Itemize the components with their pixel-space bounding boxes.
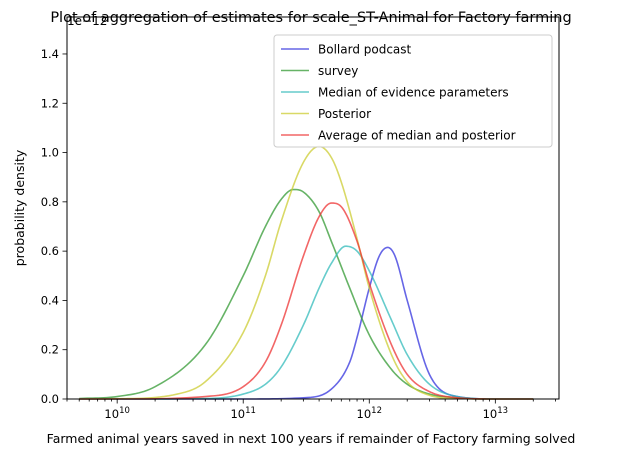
chart-title: Plot of aggregation of estimates for sca…: [50, 10, 571, 26]
y-axis-label: probability density: [12, 149, 27, 266]
y-tick-label: 0.6: [41, 244, 59, 258]
series-line: [79, 188, 534, 400]
y-tick-label: 0.8: [41, 195, 59, 209]
x-tick-label: 1013: [483, 406, 508, 421]
y-tick-label: 0.2: [41, 343, 59, 357]
series-line: [79, 202, 534, 400]
series-line: [79, 245, 534, 400]
plot-lines: [79, 145, 534, 400]
y-tick-label: 1.2: [41, 96, 59, 110]
y-axis-ticks: 0.0 0.2 0.4 0.6 0.8 1.0 1.2 1.4: [41, 47, 67, 406]
series-line: [79, 145, 534, 400]
legend-label: Bollard podcast: [318, 43, 412, 57]
x-axis-ticks: 1010 1011 1012 1013: [66, 399, 556, 421]
legend-label: Average of median and posterior: [318, 129, 516, 143]
x-tick-label: 1011: [230, 406, 255, 421]
legend-frame: [273, 34, 553, 148]
y-tick-label: 0.4: [41, 293, 59, 307]
y-tick-label: 0.0: [41, 392, 59, 406]
legend-label: Median of evidence parameters: [318, 86, 509, 100]
x-tick-label: 1010: [104, 406, 129, 421]
legend-label: survey: [318, 64, 358, 78]
y-tick-label: 1.0: [41, 146, 59, 160]
legend-label: Posterior: [318, 107, 371, 121]
y-offset-label: 1e−12: [67, 14, 107, 28]
y-tick-label: 1.4: [41, 47, 59, 61]
series-line: [79, 246, 534, 400]
x-tick-label: 1012: [357, 406, 382, 421]
legend: Bollard podcast survey Median of evidence …: [273, 34, 553, 148]
axes-frame: [66, 16, 560, 400]
x-axis-label: Farmed animal years saved in next 100 ye…: [47, 431, 576, 446]
